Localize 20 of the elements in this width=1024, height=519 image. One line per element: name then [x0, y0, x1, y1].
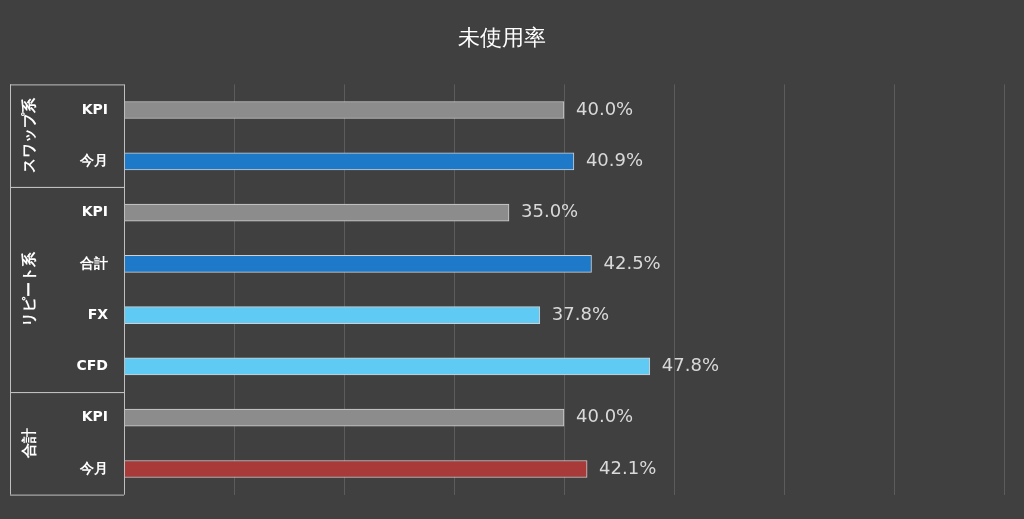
data-label: 42.1%: [599, 456, 657, 478]
text: スワップ系: [19, 97, 38, 174]
y-tick-label: KPI: [81, 408, 108, 425]
y-tick-label: 今月: [79, 151, 108, 168]
data-label: 47.8%: [661, 354, 719, 376]
data-label: 35.0%: [521, 200, 579, 222]
data-label: 37.8%: [551, 302, 609, 324]
data-label: 40.9%: [585, 148, 644, 170]
y-tick-label: CFD: [76, 357, 108, 374]
data-label: 40.0%: [576, 97, 634, 119]
data-label: 40.0%: [576, 405, 634, 427]
y-tick-label: KPI: [81, 203, 108, 220]
text: 合計: [19, 428, 38, 460]
y-tick-label: 合計: [79, 254, 108, 271]
y-tick-label: 今月: [79, 459, 108, 476]
y-tick-label: FX: [87, 305, 109, 322]
text: リピート系: [19, 251, 38, 327]
data-label: 42.5%: [603, 251, 661, 273]
y-tick-label: KPI: [81, 100, 108, 117]
chart-title: 未使用率: [458, 24, 546, 50]
